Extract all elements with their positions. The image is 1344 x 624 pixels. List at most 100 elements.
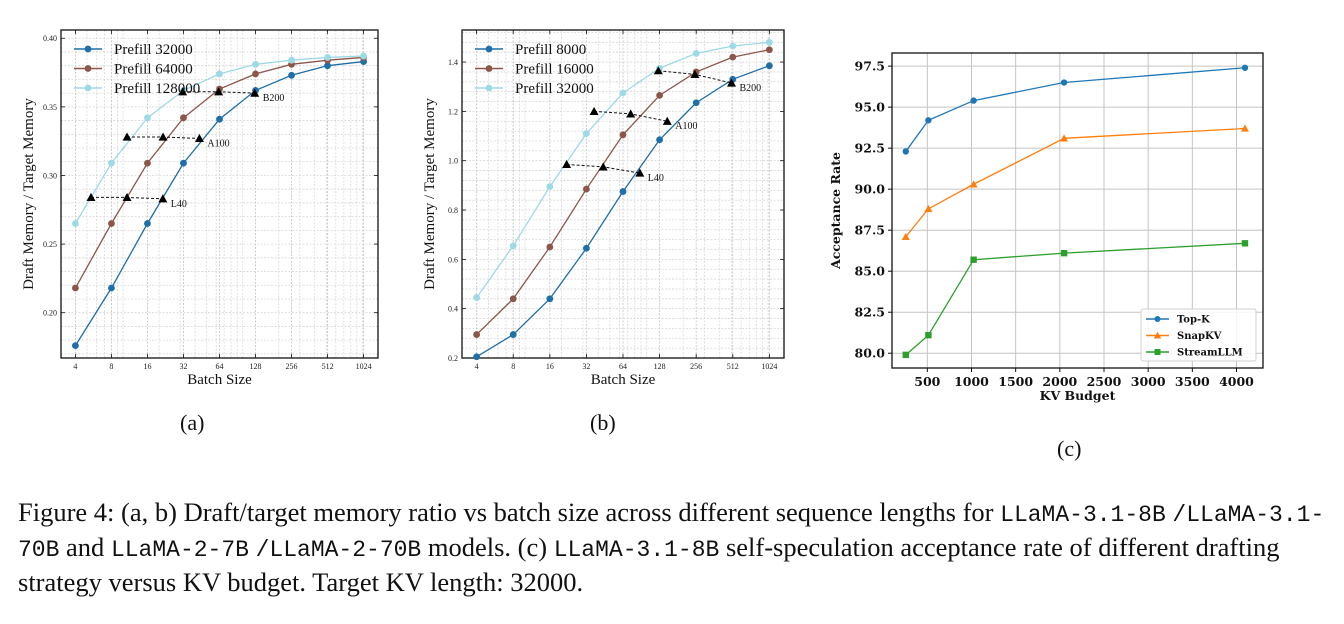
legend-label: Prefill 32000: [114, 42, 193, 58]
series-prefill-16000: [473, 46, 773, 338]
legend-label: Prefill 64000: [114, 62, 193, 78]
annotation-l40: L40: [562, 159, 664, 184]
x-tick-label: 4: [475, 362, 479, 371]
data-point: [902, 148, 909, 155]
annotation-b200: B200: [653, 66, 762, 94]
data-point: [144, 220, 151, 227]
caption-prefix: Figure 4: (a, b) Draft/target memory rat…: [18, 497, 994, 527]
legend-marker: [485, 65, 493, 72]
data-point: [324, 54, 331, 61]
y-axis-label: Acceptance Rate: [828, 152, 843, 270]
data-point: [1060, 249, 1068, 257]
data-point: [656, 136, 663, 144]
x-tick-label: 4000: [1219, 374, 1254, 389]
y-tick-label: 0.6: [448, 255, 458, 264]
y-tick-label: 1.4: [448, 58, 458, 67]
y-tick-label: 87.5: [855, 223, 885, 238]
data-point: [216, 70, 223, 78]
y-tick-label: 95.0: [855, 100, 886, 115]
series-prefill-32000: [473, 38, 773, 301]
annotation-marker: [194, 133, 204, 143]
x-tick-label: 2000: [1042, 374, 1077, 389]
y-axis-label: Draft Memory / Target Memory: [422, 98, 438, 290]
annotation-marker: [158, 194, 168, 203]
annotation-marker: [122, 192, 132, 202]
legend-marker: [1154, 349, 1161, 355]
y-tick-label: 92.5: [855, 141, 885, 156]
data-point: [288, 56, 295, 64]
y-tick-label: 0.4: [448, 305, 458, 314]
x-tick-label: 1024: [356, 362, 372, 371]
data-point: [729, 53, 737, 61]
data-point: [72, 220, 79, 227]
caption-model-1: LLaMA-3.1-8B: [1000, 502, 1166, 528]
x-tick-label: 512: [727, 362, 739, 371]
legend-marker: [1154, 316, 1161, 322]
data-point: [546, 183, 554, 191]
y-tick-label: 80.0: [855, 346, 886, 361]
y-tick-label: 0.8: [448, 206, 458, 215]
annotation-marker: [86, 192, 96, 202]
data-point: [252, 70, 259, 78]
annotation-marker: [214, 87, 224, 96]
grid: [61, 30, 378, 358]
x-tick-label: 32: [582, 362, 590, 371]
x-tick-label: 16: [143, 362, 151, 371]
annotation-l40: L40: [86, 192, 187, 210]
annotation-marker: [562, 159, 572, 169]
annotation-label: B200: [740, 83, 762, 94]
annotation-marker: [626, 109, 636, 118]
legend-marker: [84, 45, 92, 53]
legend-label: Prefill 8000: [515, 42, 586, 58]
legend-label: StreamLLM: [1177, 348, 1243, 359]
annotation-label: A100: [675, 121, 697, 132]
data-point: [72, 342, 79, 350]
x-tick-label: 500: [914, 374, 940, 389]
caption-sep-2: /: [255, 537, 270, 563]
annotation-a100: A100: [122, 132, 230, 149]
y-axis-label: Draft Memory / Target Memory: [21, 98, 37, 290]
series-streamllm: [902, 240, 1249, 359]
y-tick-label: 85.0: [855, 264, 886, 279]
data-point: [108, 284, 115, 292]
x-tick-label: 512: [322, 362, 334, 371]
caption-sep-1: /: [1172, 502, 1187, 528]
data-point: [473, 331, 481, 338]
data-point: [765, 46, 773, 54]
data-point: [509, 242, 517, 250]
y-tick-label: 1.2: [448, 107, 458, 116]
data-point: [925, 331, 932, 339]
annotation-marker: [122, 132, 132, 141]
x-tick-label: 128: [250, 362, 262, 371]
x-axis-label: Batch Size: [591, 372, 656, 388]
x-tick-label: 2500: [1087, 374, 1122, 389]
annotation-marker: [662, 116, 672, 125]
annotation-label: L40: [648, 173, 664, 184]
legend-label: Prefill 128000: [114, 81, 200, 97]
data-point: [656, 91, 663, 99]
annotation-a100: A100: [589, 106, 697, 132]
data-point: [583, 130, 590, 137]
data-point: [729, 42, 737, 50]
y-tick-label: 0.25: [43, 240, 57, 249]
annotation-b200: B200: [178, 87, 284, 104]
x-axis-label: KV Budget: [1040, 388, 1116, 403]
annotation-marker: [250, 88, 260, 97]
grid: [462, 30, 784, 359]
legend: Prefill 32000 Prefill 64000 Prefill 128000: [74, 42, 200, 97]
caption-suffix: self-speculation acceptance rate of diff…: [18, 532, 1280, 597]
data-point: [144, 114, 151, 122]
annotation-label: A100: [207, 138, 229, 149]
data-point: [180, 159, 187, 167]
legend-label: Prefill 32000: [515, 81, 594, 97]
caption-model-3: LLaMA-2-7B: [110, 537, 249, 563]
y-tick-label: 0.20: [43, 309, 57, 318]
data-point: [509, 295, 517, 303]
legend-marker: [84, 84, 92, 92]
annotation-marker: [727, 78, 737, 87]
x-tick-label: 3500: [1175, 374, 1210, 389]
legend: Top-K SnapKV StreamLLM: [1140, 308, 1257, 362]
data-point: [546, 243, 554, 251]
data-point: [108, 159, 115, 167]
x-tick-label: 3000: [1131, 374, 1166, 389]
